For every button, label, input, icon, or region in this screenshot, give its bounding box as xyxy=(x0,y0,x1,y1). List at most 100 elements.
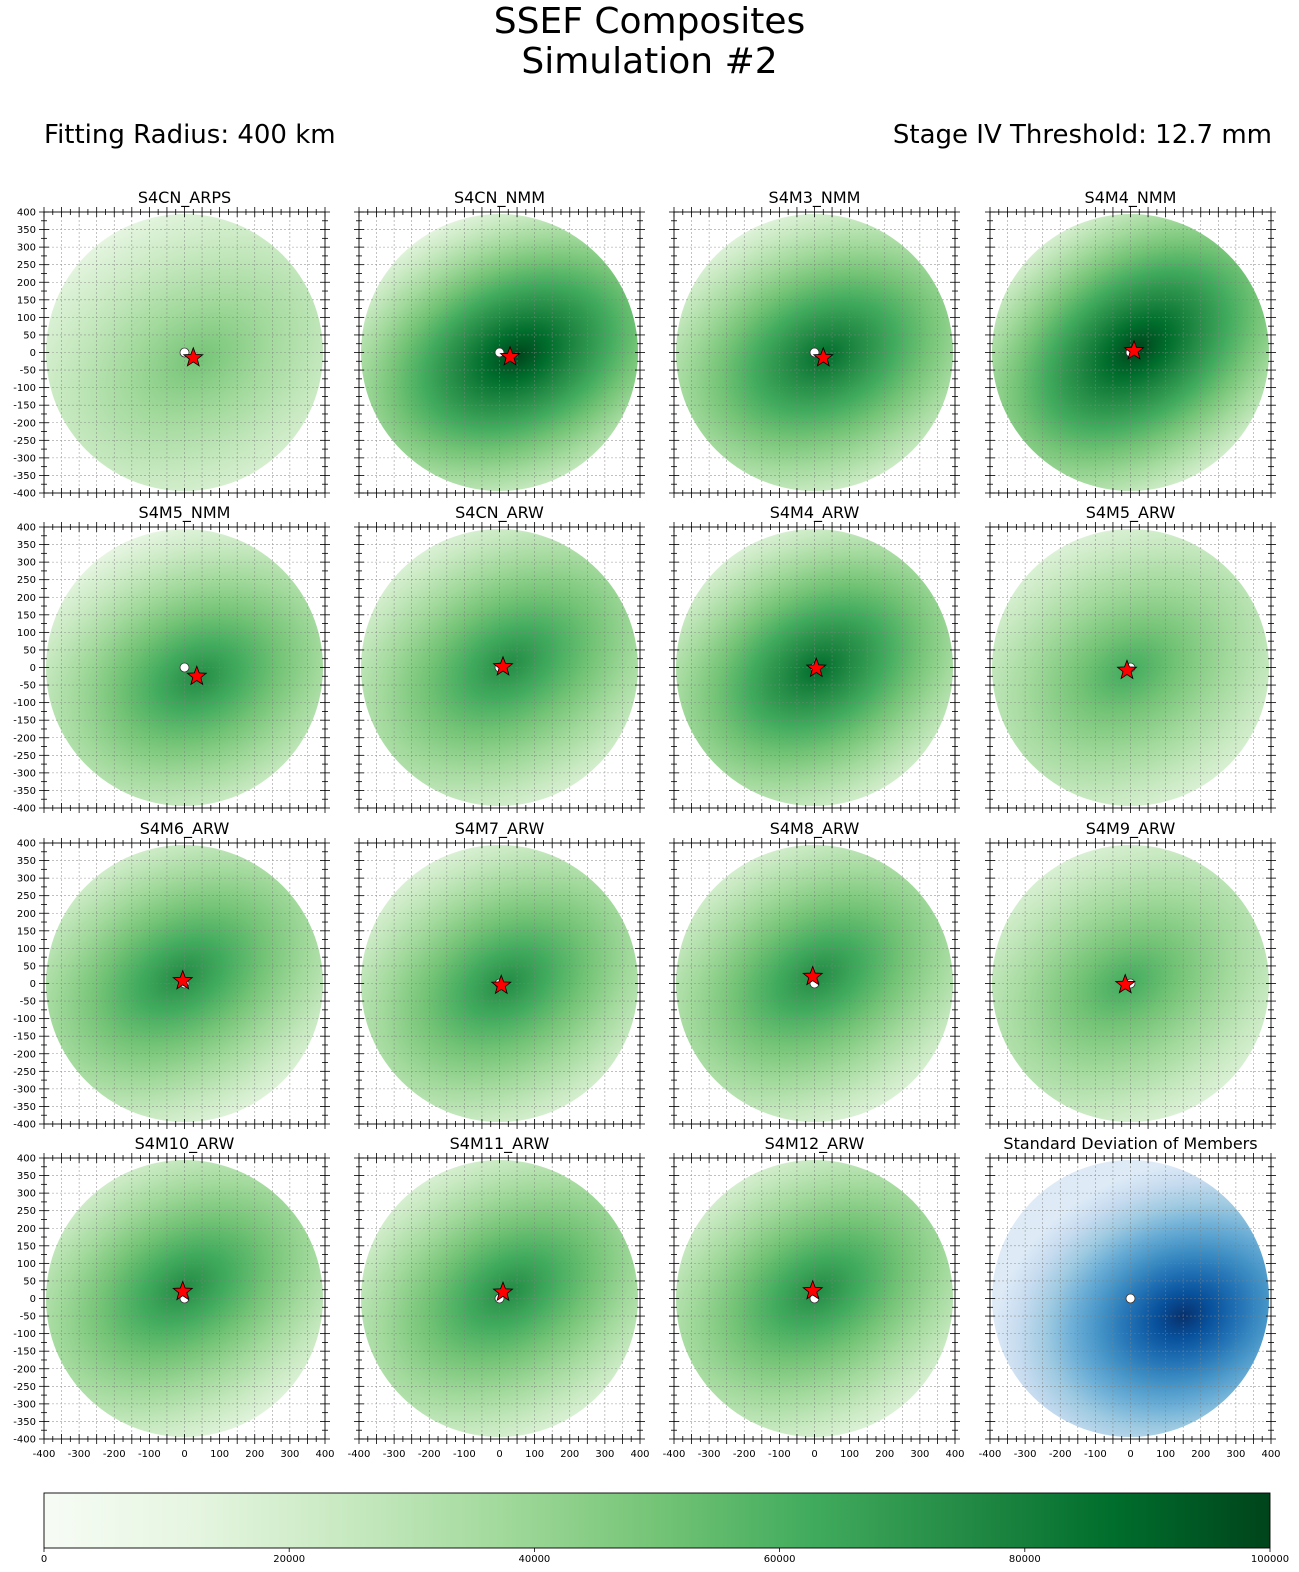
y-tick-label: 200 xyxy=(17,1224,36,1235)
colorbar: 0 20000 40000 60000 80000 100000 xyxy=(41,1492,1289,1565)
x-tick-label: 100 xyxy=(525,1449,544,1460)
y-tick-label: 300 xyxy=(17,558,36,569)
y-tick-label: -150 xyxy=(13,716,36,727)
panel-ticks xyxy=(669,522,960,813)
stage-iv-threshold-label: Stage IV Threshold: 12.7 mm xyxy=(892,120,1272,150)
panel-ticks xyxy=(985,207,1276,498)
y-tick-label: -100 xyxy=(13,383,36,394)
y-tick-label: -50 xyxy=(20,1312,36,1323)
panel-ticks xyxy=(39,1153,330,1444)
panel-ticks xyxy=(39,838,330,1129)
x-tick-label: 200 xyxy=(875,1449,894,1460)
y-tick-label: 300 xyxy=(17,874,36,885)
x-tick-label: 200 xyxy=(245,1449,264,1460)
y-tick-label: 300 xyxy=(17,1189,36,1200)
x-tick-label: 0 xyxy=(496,1449,502,1460)
colorbar-tick-label: 80000 xyxy=(1009,1554,1041,1565)
y-tick-label: -400 xyxy=(13,489,36,500)
panel-ticks xyxy=(39,522,330,813)
panel-standard-deviation-of-members: Standard Deviation of Members -400 -300 -20… xyxy=(979,1134,1281,1460)
y-tick-label: -50 xyxy=(20,681,36,692)
y-tick-label: -350 xyxy=(13,786,36,797)
x-tick-label: 0 xyxy=(1127,1449,1133,1460)
panel-ticks xyxy=(39,207,330,498)
y-tick-label: 350 xyxy=(17,225,36,236)
x-tick-label: -300 xyxy=(68,1449,91,1460)
fitting-radius-label: Fitting Radius: 400 km xyxy=(44,120,336,150)
panel-s4m5-arw: S4M5_ARW xyxy=(985,503,1276,813)
y-tick-label: -100 xyxy=(13,1014,36,1025)
panel-title: S4M5_ARW xyxy=(1086,503,1176,523)
panel-title: S4CN_ARW xyxy=(455,503,544,523)
colorbar-tick-label: 100000 xyxy=(1251,1554,1289,1565)
y-tick-label: 100 xyxy=(17,944,36,955)
panel-title: S4M8_ARW xyxy=(770,819,860,839)
y-tick-label: 200 xyxy=(17,278,36,289)
panel-title: S4M11_ARW xyxy=(450,1134,550,1154)
y-tick-label: 100 xyxy=(17,1259,36,1270)
y-tick-label: -300 xyxy=(13,453,36,464)
x-tick-label: -100 xyxy=(138,1449,161,1460)
x-tick-label: -400 xyxy=(979,1449,1002,1460)
y-tick-label: 0 xyxy=(30,663,36,674)
x-tick-label: -400 xyxy=(663,1449,686,1460)
panel-s4m4-nmm: S4M4_NMM xyxy=(985,188,1276,498)
y-tick-label: 300 xyxy=(17,243,36,254)
y-tick-label: -350 xyxy=(13,1102,36,1113)
panel-grid xyxy=(44,1158,325,1439)
y-tick-label: 350 xyxy=(17,540,36,551)
y-tick-label: 400 xyxy=(17,839,36,850)
y-tick-label: 250 xyxy=(17,1206,36,1217)
x-tick-label: 400 xyxy=(630,1449,649,1460)
panel-s4m4-arw: S4M4_ARW xyxy=(669,503,960,813)
y-tick-label: -300 xyxy=(13,1399,36,1410)
centroid-star xyxy=(812,346,834,367)
panel-ticks xyxy=(669,207,960,498)
x-tick-label: 200 xyxy=(560,1449,579,1460)
centroid-star xyxy=(1123,339,1145,360)
y-tick-label: -250 xyxy=(13,1067,36,1078)
y-tick-label: -400 xyxy=(13,804,36,815)
panel-grid xyxy=(359,527,640,808)
x-tick-label: 200 xyxy=(1191,1449,1210,1460)
colorbar-tick-label: 40000 xyxy=(518,1554,550,1565)
colorbar-bar xyxy=(43,1492,1271,1549)
centroid-star xyxy=(499,345,521,366)
centroid-star xyxy=(182,346,204,367)
y-tick-label: -250 xyxy=(13,436,36,447)
x-tick-label: -200 xyxy=(418,1449,441,1460)
x-tick-label: -200 xyxy=(733,1449,756,1460)
y-tick-label: 200 xyxy=(17,909,36,920)
x-tick-label: 300 xyxy=(910,1449,929,1460)
centroid-star xyxy=(492,655,514,676)
colorbar-tick-label: 20000 xyxy=(273,1554,305,1565)
panel-title: S4CN_ARPS xyxy=(138,188,231,208)
centroid-star xyxy=(802,1279,824,1300)
y-tick-label: 350 xyxy=(17,856,36,867)
panel-title: Standard Deviation of Members xyxy=(1003,1134,1257,1153)
x-tick-label: 100 xyxy=(840,1449,859,1460)
centroid-star xyxy=(172,1280,194,1301)
panel-ticks xyxy=(354,838,645,1129)
panel-s4cn-nmm: S4CN_NMM xyxy=(354,188,645,498)
y-tick-label: -350 xyxy=(13,1417,36,1428)
y-tick-label: -400 xyxy=(13,1435,36,1446)
y-tick-label: 150 xyxy=(17,610,36,621)
y-tick-label: -250 xyxy=(13,751,36,762)
panel-s4m12-arw: S4M12_ARW -400 -300 -200 -100 0 100 200 300 400 xyxy=(663,1134,965,1460)
y-tick-label: 150 xyxy=(17,926,36,937)
panel-ticks xyxy=(354,522,645,813)
y-tick-label: 400 xyxy=(17,523,36,534)
y-tick-label: 400 xyxy=(17,1154,36,1165)
y-tick-label: -200 xyxy=(13,733,36,744)
x-tick-label: -300 xyxy=(698,1449,721,1460)
y-tick-label: -100 xyxy=(13,1329,36,1340)
origin-marker xyxy=(1125,1293,1136,1304)
panel-ticks xyxy=(669,1153,960,1444)
x-tick-label: 300 xyxy=(280,1449,299,1460)
y-tick-label: 50 xyxy=(23,330,36,341)
panel-title: S4M4_ARW xyxy=(770,503,860,523)
y-tick-label: 250 xyxy=(17,575,36,586)
panel-title: S4M9_ARW xyxy=(1086,819,1176,839)
